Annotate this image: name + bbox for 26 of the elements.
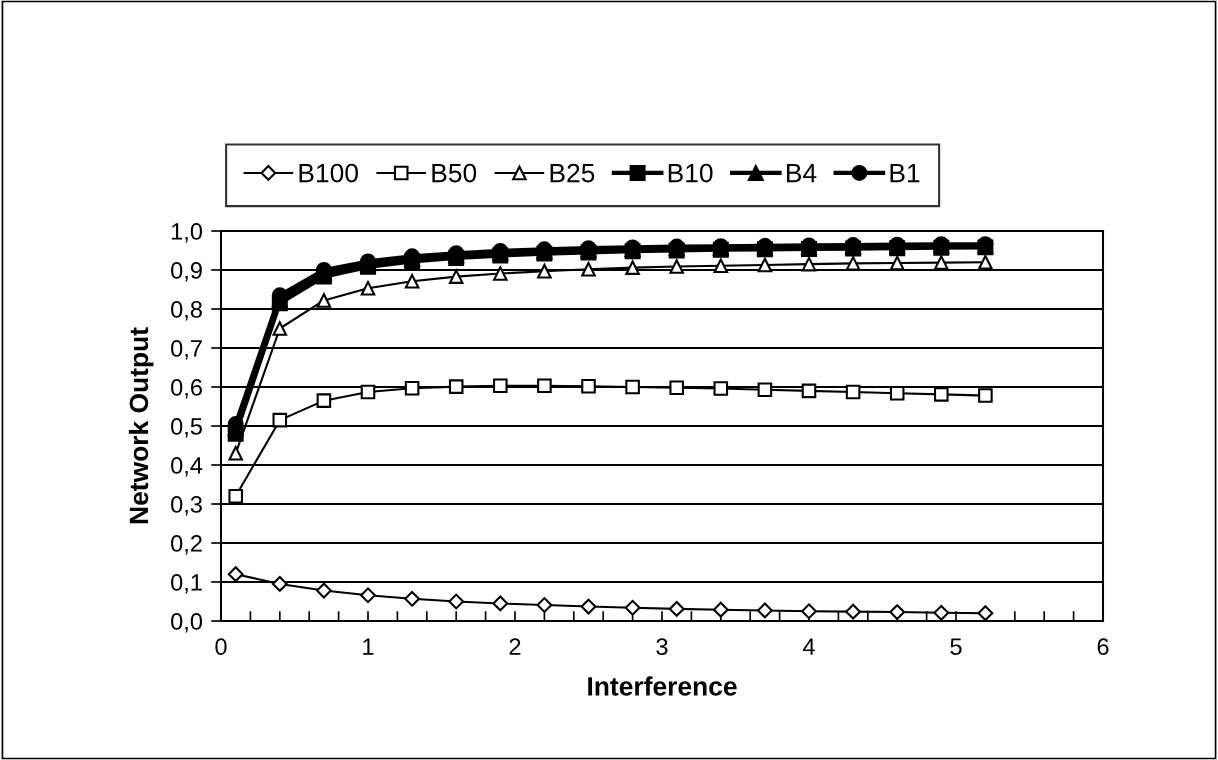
legend-label: B10 bbox=[668, 163, 713, 183]
y-axis-title: Network Output bbox=[128, 327, 154, 524]
y-tick-label: 1,0 bbox=[171, 223, 203, 243]
x-axis-title: Interference bbox=[588, 676, 737, 696]
x-tick-label: 2 bbox=[509, 638, 521, 655]
x-tick-label: 4 bbox=[802, 638, 815, 655]
y-tick-label: 0,8 bbox=[171, 301, 202, 321]
x-tick-label: 0 bbox=[215, 638, 227, 656]
y-tick-label: 0,9 bbox=[171, 262, 202, 282]
y-tick-label: 0,6 bbox=[171, 379, 202, 399]
y-tick-label: 0,4 bbox=[171, 457, 203, 477]
y-tick-label: 0,1 bbox=[171, 574, 202, 594]
y-tick-label: 0,7 bbox=[171, 340, 202, 360]
y-tick-label: 0,5 bbox=[171, 418, 202, 438]
x-tick-label: 6 bbox=[1097, 638, 1109, 656]
legend-label: B25 bbox=[550, 163, 595, 183]
legend-label: B50 bbox=[432, 163, 477, 183]
y-tick-label: 0,2 bbox=[171, 535, 202, 555]
x-tick-label: 5 bbox=[950, 638, 962, 656]
x-tick-label: 3 bbox=[656, 638, 668, 656]
y-tick-label: 0,3 bbox=[171, 496, 202, 516]
y-tick-label: 0,0 bbox=[171, 613, 203, 633]
legend-label: B1 bbox=[890, 164, 920, 183]
legend-label: B100 bbox=[299, 163, 358, 183]
legend-label: B4 bbox=[787, 164, 817, 183]
x-tick-label: 1 bbox=[363, 638, 374, 655]
